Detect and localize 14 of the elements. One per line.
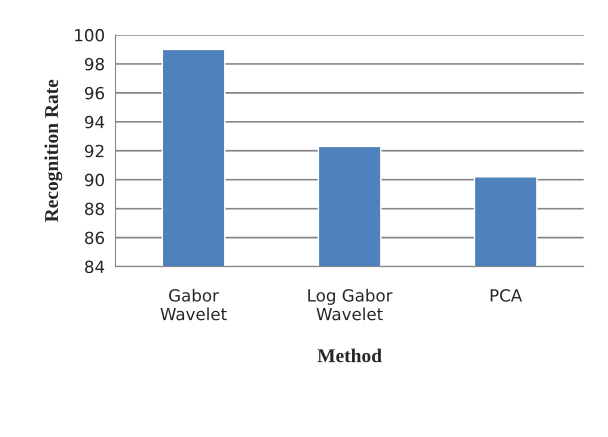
- y-tick-label: 90: [84, 174, 104, 186]
- y-tick-label: 88: [85, 202, 104, 216]
- x-axis-title: Method: [318, 348, 382, 362]
- x-tick-label: Gabor Wavelet: [160, 288, 227, 320]
- y-axis-title: Recognition Rate: [44, 80, 62, 222]
- y-tick-label: 96: [84, 86, 104, 100]
- y-tick-label: 98: [84, 58, 104, 70]
- x-tick-label: Log Gabor Wavelet: [308, 288, 393, 320]
- y-tick-label: 86: [85, 232, 104, 244]
- y-tick-label: 92: [84, 144, 104, 158]
- y-tick-label: 94: [84, 116, 104, 128]
- y-tick-label: 100: [75, 28, 104, 42]
- y-tick-label: 84: [85, 260, 104, 274]
- x-tick-label: PCA: [490, 289, 522, 302]
